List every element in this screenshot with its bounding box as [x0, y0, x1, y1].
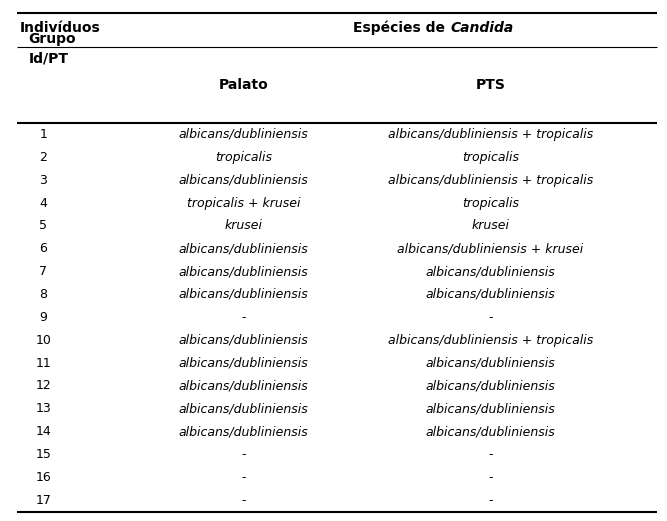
Text: 4: 4	[39, 196, 47, 209]
Text: 6: 6	[39, 242, 47, 255]
Text: 16: 16	[35, 471, 51, 484]
Text: Grupo: Grupo	[29, 32, 76, 46]
Text: albicans/dubliniensis: albicans/dubliniensis	[179, 333, 308, 346]
Text: Palato: Palato	[219, 78, 268, 92]
Text: 13: 13	[35, 402, 51, 415]
Text: 8: 8	[39, 288, 47, 301]
Text: 1: 1	[39, 128, 47, 141]
Text: Id/PT: Id/PT	[29, 52, 69, 66]
Text: albicans/dubliniensis + tropicalis: albicans/dubliniensis + tropicalis	[388, 333, 593, 346]
Text: Indivíduos: Indivíduos	[20, 21, 101, 34]
Text: albicans/dubliniensis: albicans/dubliniensis	[179, 402, 308, 415]
Text: 15: 15	[35, 448, 51, 461]
Text: -: -	[488, 448, 492, 461]
Text: PTS: PTS	[476, 78, 505, 92]
Text: -: -	[488, 311, 492, 324]
Text: tropicalis + krusei: tropicalis + krusei	[187, 196, 300, 209]
Text: 12: 12	[35, 379, 51, 392]
Text: -: -	[241, 471, 245, 484]
Text: albicans/dubliniensis: albicans/dubliniensis	[179, 356, 308, 369]
Text: Espécies de: Espécies de	[354, 20, 450, 35]
Text: albicans/dubliniensis: albicans/dubliniensis	[426, 288, 555, 301]
Text: 9: 9	[39, 311, 47, 324]
Text: albicans/dubliniensis + tropicalis: albicans/dubliniensis + tropicalis	[388, 128, 593, 141]
Text: krusei: krusei	[225, 219, 262, 232]
Text: tropicalis: tropicalis	[462, 196, 519, 209]
Text: tropicalis: tropicalis	[215, 151, 272, 164]
Text: krusei: krusei	[472, 219, 509, 232]
Text: albicans/dubliniensis + tropicalis: albicans/dubliniensis + tropicalis	[388, 173, 593, 187]
Text: albicans/dubliniensis: albicans/dubliniensis	[179, 288, 308, 301]
Text: 11: 11	[35, 356, 51, 369]
Text: albicans/dubliniensis: albicans/dubliniensis	[179, 425, 308, 438]
Text: albicans/dubliniensis: albicans/dubliniensis	[179, 379, 308, 392]
Text: 17: 17	[35, 494, 51, 507]
Text: albicans/dubliniensis: albicans/dubliniensis	[179, 242, 308, 255]
Text: tropicalis: tropicalis	[462, 151, 519, 164]
Text: albicans/dubliniensis: albicans/dubliniensis	[179, 265, 308, 278]
Text: albicans/dubliniensis: albicans/dubliniensis	[426, 379, 555, 392]
Text: albicans/dubliniensis: albicans/dubliniensis	[426, 265, 555, 278]
Text: albicans/dubliniensis: albicans/dubliniensis	[426, 425, 555, 438]
Text: albicans/dubliniensis: albicans/dubliniensis	[179, 128, 308, 141]
Text: albicans/dubliniensis: albicans/dubliniensis	[179, 173, 308, 187]
Text: albicans/dubliniensis + krusei: albicans/dubliniensis + krusei	[397, 242, 584, 255]
Text: albicans/dubliniensis: albicans/dubliniensis	[426, 356, 555, 369]
Text: -: -	[241, 448, 245, 461]
Text: -: -	[241, 311, 245, 324]
Text: 14: 14	[35, 425, 51, 438]
Text: 7: 7	[39, 265, 47, 278]
Text: 10: 10	[35, 333, 51, 346]
Text: -: -	[241, 494, 245, 507]
Text: 2: 2	[39, 151, 47, 164]
Text: -: -	[488, 494, 492, 507]
Text: 5: 5	[39, 219, 47, 232]
Text: Candida: Candida	[450, 21, 514, 34]
Text: 3: 3	[39, 173, 47, 187]
Text: -: -	[488, 471, 492, 484]
Text: albicans/dubliniensis: albicans/dubliniensis	[426, 402, 555, 415]
